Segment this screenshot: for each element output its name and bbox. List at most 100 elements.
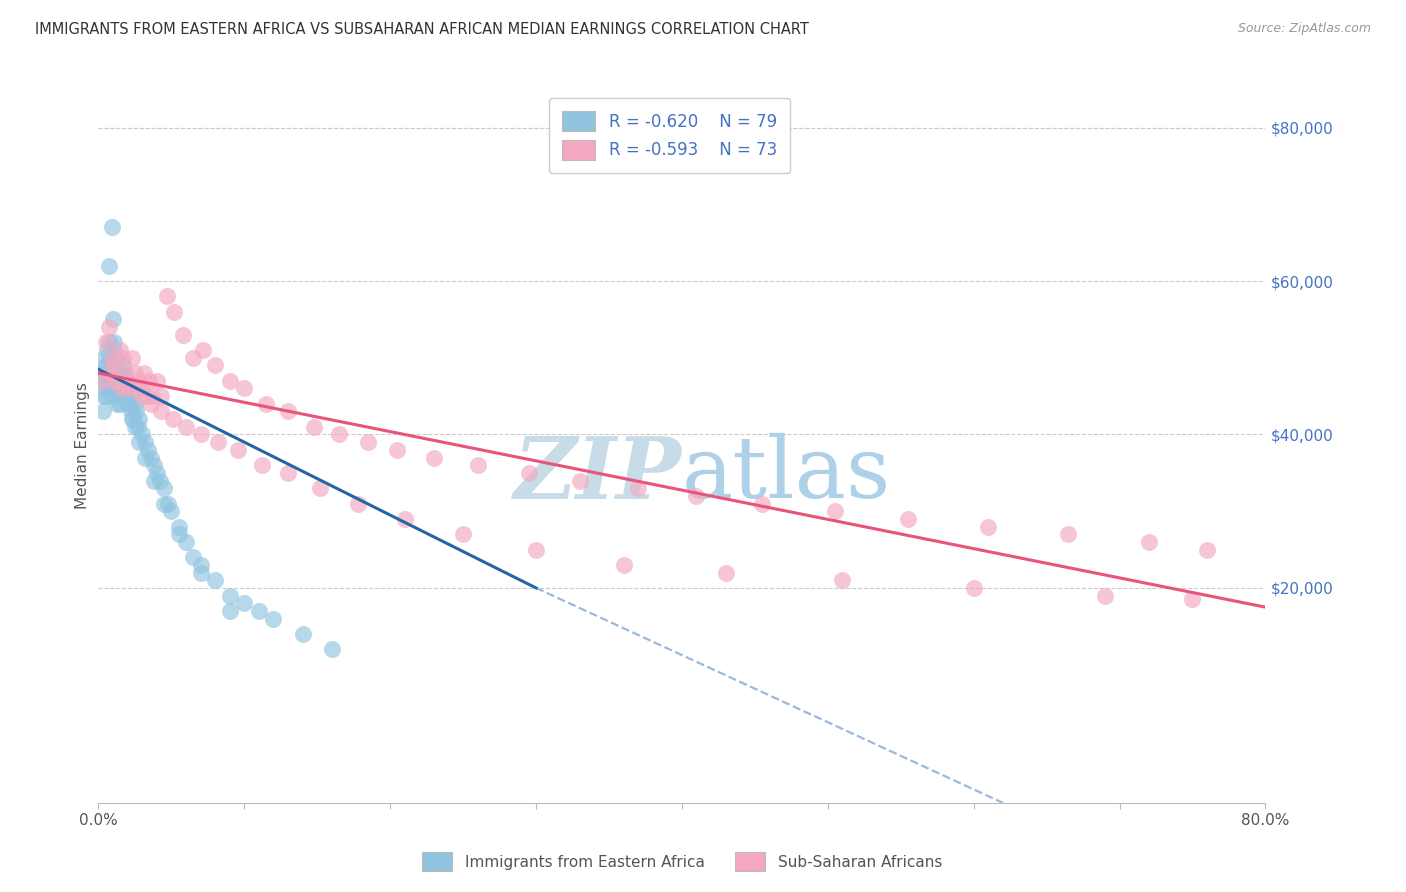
Point — [125, 404, 148, 418]
Text: IMMIGRANTS FROM EASTERN AFRICA VS SUBSAHARAN AFRICAN MEDIAN EARNINGS CORRELATION: IMMIGRANTS FROM EASTERN AFRICA VS SUBSAH… — [35, 22, 808, 37]
Point — [149, 474, 172, 488]
Point — [117, 381, 139, 395]
Point — [105, 397, 128, 411]
Text: Source: ZipAtlas.com: Source: ZipAtlas.com — [1237, 22, 1371, 36]
Point — [218, 374, 240, 388]
Point — [250, 458, 273, 473]
Point — [233, 596, 256, 610]
Point — [1057, 527, 1080, 541]
Point — [96, 343, 118, 357]
Point — [120, 404, 142, 418]
Point — [122, 412, 145, 426]
Point — [291, 627, 314, 641]
Point — [115, 366, 138, 380]
Point — [146, 374, 169, 388]
Point — [423, 450, 446, 465]
Point — [104, 374, 127, 388]
Point — [181, 550, 204, 565]
Point — [98, 351, 121, 365]
Point — [100, 389, 122, 403]
Point — [97, 374, 120, 388]
Point — [524, 542, 547, 557]
Point — [127, 374, 149, 388]
Point — [112, 359, 135, 373]
Point — [94, 335, 117, 350]
Point — [277, 466, 299, 480]
Point — [124, 366, 146, 380]
Point — [347, 497, 370, 511]
Point — [91, 374, 114, 388]
Text: atlas: atlas — [682, 433, 891, 516]
Point — [90, 366, 112, 380]
Point — [218, 589, 240, 603]
Point — [110, 374, 132, 388]
Point — [517, 466, 540, 480]
Text: ZIP: ZIP — [515, 433, 682, 516]
Point — [612, 558, 634, 572]
Point — [685, 489, 707, 503]
Point — [115, 374, 138, 388]
Point — [129, 381, 152, 395]
Point — [387, 442, 409, 457]
Point — [150, 404, 173, 418]
Point — [100, 220, 122, 235]
Point — [124, 397, 146, 411]
Point — [262, 612, 284, 626]
Point — [114, 389, 136, 403]
Point — [96, 366, 118, 380]
Point — [91, 404, 114, 418]
Point — [121, 351, 143, 365]
Y-axis label: Median Earnings: Median Earnings — [75, 383, 90, 509]
Point — [174, 419, 197, 434]
Point — [94, 381, 117, 395]
Point — [228, 442, 250, 457]
Point — [150, 389, 173, 403]
Point — [153, 497, 176, 511]
Point — [277, 404, 299, 418]
Point — [118, 397, 141, 411]
Point — [309, 481, 332, 495]
Point — [1181, 592, 1204, 607]
Point — [141, 389, 163, 403]
Point — [111, 381, 134, 395]
Point — [172, 327, 194, 342]
Point — [127, 419, 149, 434]
Point — [128, 412, 150, 426]
Point — [121, 412, 143, 426]
Point — [128, 435, 150, 450]
Point — [103, 343, 125, 357]
Legend: Immigrants from Eastern Africa, Sub-Saharan Africans: Immigrants from Eastern Africa, Sub-Saha… — [416, 847, 948, 877]
Point — [105, 366, 128, 380]
Point — [218, 604, 240, 618]
Point — [104, 366, 127, 380]
Point — [117, 374, 139, 388]
Point — [97, 335, 120, 350]
Point — [110, 397, 132, 411]
Point — [977, 519, 1000, 533]
Point — [134, 435, 156, 450]
Point — [112, 366, 135, 380]
Point — [94, 389, 117, 403]
Point — [139, 450, 162, 465]
Point — [824, 504, 846, 518]
Point — [1094, 589, 1116, 603]
Point — [207, 435, 229, 450]
Point — [103, 374, 125, 388]
Point — [110, 374, 132, 388]
Point — [93, 389, 115, 403]
Point — [254, 397, 277, 411]
Point — [138, 374, 160, 388]
Point — [174, 535, 197, 549]
Point — [167, 519, 190, 533]
Point — [115, 389, 138, 403]
Point — [304, 419, 326, 434]
Point — [146, 466, 169, 480]
Point — [110, 343, 132, 357]
Point — [101, 359, 124, 373]
Point — [190, 427, 212, 442]
Point — [142, 474, 165, 488]
Point — [124, 381, 146, 395]
Point — [104, 351, 127, 365]
Point — [121, 389, 143, 403]
Point — [124, 419, 146, 434]
